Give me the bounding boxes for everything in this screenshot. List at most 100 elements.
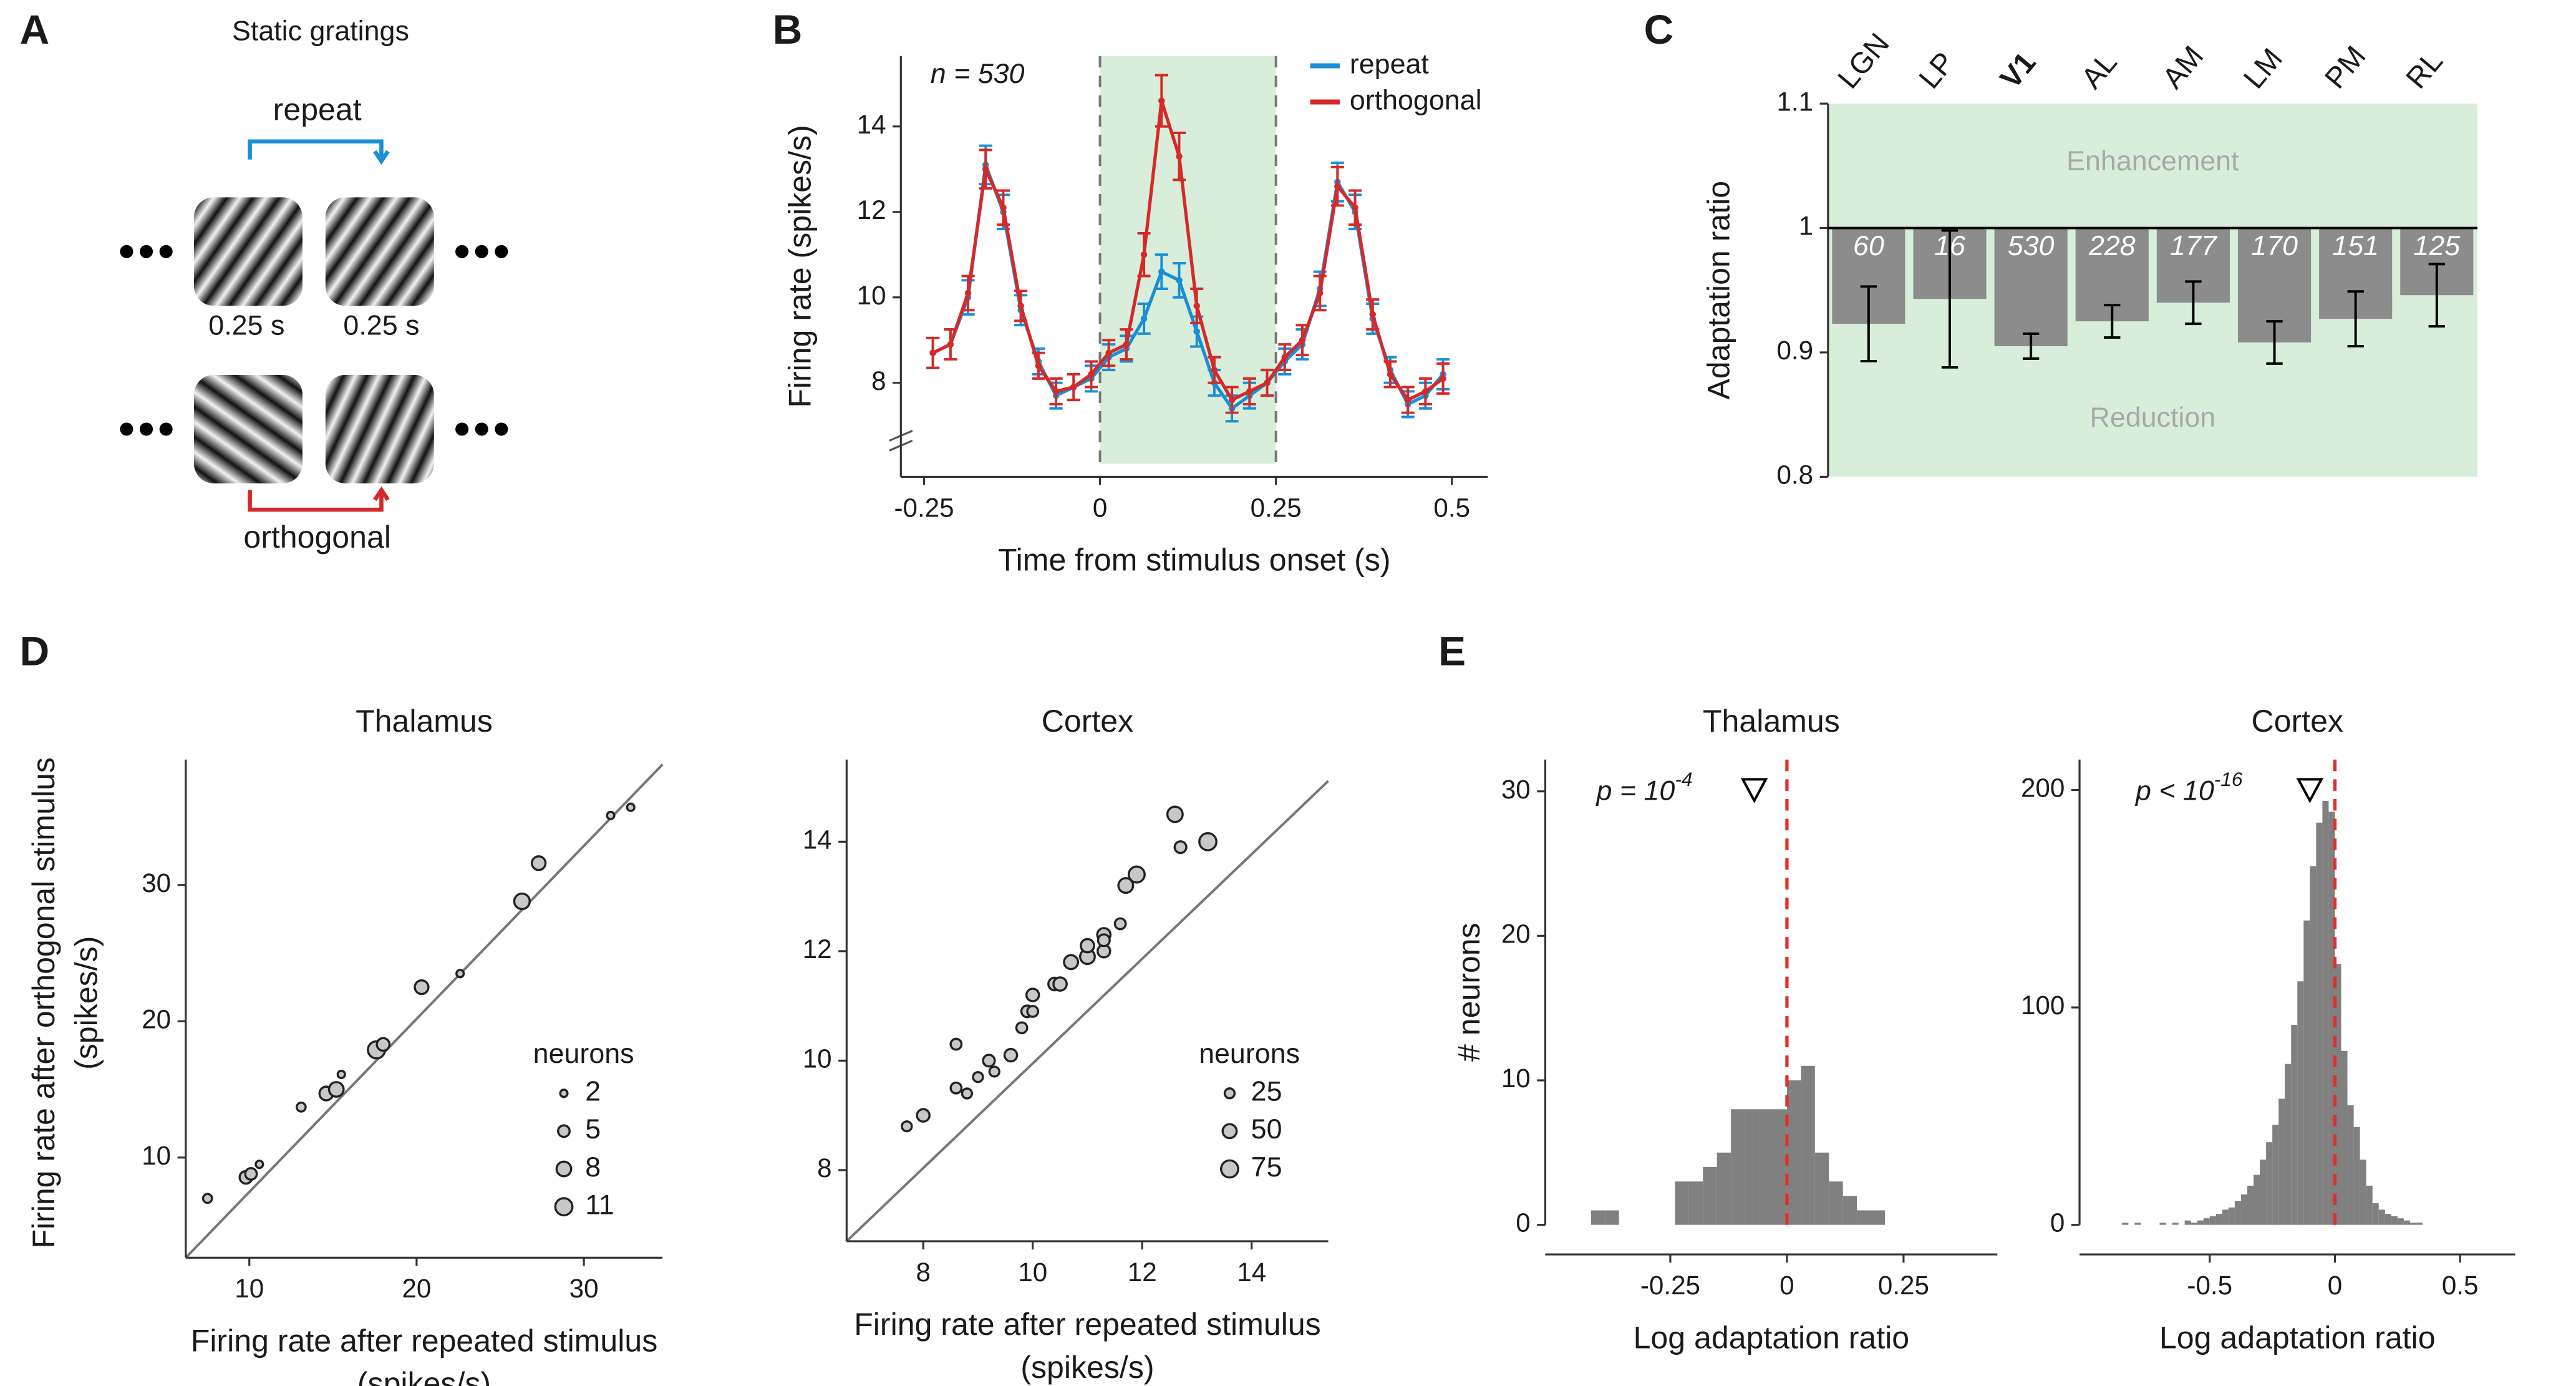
point [1035,362,1042,369]
count-label: 228 [2088,230,2136,261]
histogram-bar [2260,1160,2267,1225]
point [1158,97,1165,104]
chart-title: Thalamus [1703,704,1840,739]
histogram-bar [2347,1105,2354,1225]
annotation: p < 10-16 [2134,768,2243,806]
count-label: 16 [1934,230,1965,261]
count-label: 125 [2413,230,2461,261]
category-label: V1 [1994,46,2043,95]
category-label: LP [1913,46,1962,95]
annotation-exponent: -4 [1675,768,1692,790]
x-tick-label: 8 [916,1258,930,1287]
x-tick-label: -0.25 [894,493,954,522]
x-tick-label: 14 [1237,1258,1266,1287]
histogram-bar [2184,1220,2191,1225]
histogram-bar [2391,1216,2398,1225]
legend-label: 25 [1251,1076,1282,1107]
histogram-bar [2360,1160,2366,1225]
annotation: n = 530 [931,58,1025,89]
histogram-bar [2285,1064,2292,1225]
point [606,810,616,820]
y-tick-label: 30 [1501,775,1531,804]
grating [325,375,434,483]
x-axis-label: Time from stimulus onset (s) [998,543,1391,578]
point [901,1120,913,1133]
y-tick-label: 10 [142,1141,171,1170]
histogram-bar [2247,1185,2254,1225]
point [455,969,465,979]
count-label: 530 [2008,230,2055,261]
histogram-bar [2215,1214,2222,1225]
category-label: LM [2237,42,2289,95]
legend-marker [1223,1087,1236,1100]
legend-label: 8 [585,1151,601,1183]
y-tick-label: 10 [803,1044,832,1073]
histogram-bar [1759,1109,1773,1225]
chart-title: Cortex [1042,704,1133,739]
chart-title: Cortex [2252,704,2343,739]
histogram-bar [2303,920,2310,1225]
histogram-bar [2335,964,2341,1225]
category-label: PM [2318,40,2372,95]
histogram-bar [2397,1218,2404,1225]
point [254,1160,264,1170]
point [244,1167,258,1181]
x-tick-label: 0 [2328,1271,2342,1300]
y-tick-label: 0.9 [1776,336,1813,365]
histogram-bar [2191,1223,2197,1225]
x-tick-label: 0.25 [1251,493,1302,522]
panel-label: E [1438,628,1466,674]
point [375,1037,391,1052]
legend-marker [554,1197,574,1217]
annotation: Reduction [2089,402,2215,433]
point [1281,354,1289,361]
legend-title: neurons [1199,1038,1300,1069]
histogram-bar [2310,866,2317,1225]
annotation: Enhancement [2066,145,2239,177]
legend-label: 11 [585,1189,614,1220]
point [1422,388,1429,395]
identity-line [185,763,664,1259]
y-tick-label: 8 [871,366,886,395]
histogram-bar [2272,1125,2279,1225]
x-tick-label: -0.5 [2187,1271,2232,1300]
y-tick-label: 8 [817,1153,831,1183]
point [1080,938,1095,954]
histogram-bar [1773,1109,1787,1225]
x-axis-label: (spikes/s) [357,1366,491,1386]
x-axis-label: (spikes/s) [1020,1350,1154,1385]
point [1052,976,1068,992]
panel-label: D [20,628,50,674]
point [1117,877,1135,894]
legend-marker [1220,1159,1239,1179]
x-tick-label: 10 [1018,1258,1047,1287]
chart-title: Thalamus [356,704,493,739]
point [964,289,972,297]
point [1440,375,1446,382]
histogram-bar [1605,1210,1619,1225]
count-label: 177 [2170,230,2218,261]
histogram-bar [2385,1214,2391,1225]
histogram-bar [1745,1109,1760,1225]
annotation-exponent: -16 [2214,768,2243,790]
error-bar [1860,285,1877,362]
point [1026,1005,1040,1018]
point [1052,388,1060,395]
x-tick-label: 0.5 [2442,1271,2479,1300]
point [947,341,954,348]
category-label: LGN [1831,27,1896,95]
grating [194,375,303,483]
histogram-bar [2291,1024,2298,1225]
x-tick-label: 30 [569,1274,599,1303]
category-label: AL [2075,46,2124,95]
histogram-bar [2254,1175,2260,1225]
point [336,1069,346,1080]
point [1176,277,1183,284]
point [1003,1047,1019,1063]
diagram-title: Static gratings [232,16,409,47]
histogram-bar [2366,1185,2373,1225]
y-tick-label: 0.8 [1776,460,1813,490]
point [1166,805,1184,823]
point [929,349,936,357]
point [626,802,636,812]
